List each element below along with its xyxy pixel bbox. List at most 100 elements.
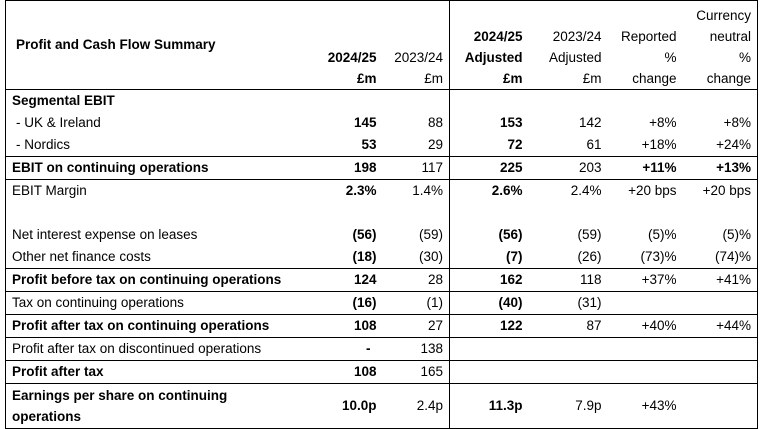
row-label: - Nordics (5, 134, 303, 157)
row-label: Other net finance costs (5, 246, 303, 269)
cell-value (529, 90, 608, 113)
cell-value: 138 (382, 337, 450, 361)
table-row: Profit after tax on discontinued operati… (5, 337, 758, 361)
cell-value: 72 (449, 134, 529, 157)
cell-value: 108 (302, 360, 383, 384)
cell-value: +20 bps (682, 179, 758, 202)
column-header-line: neutral (709, 29, 751, 44)
cell-value: +11% (607, 156, 683, 180)
column-header-line: Adjusted (464, 50, 523, 65)
row-label: Profit after tax (5, 360, 303, 384)
cell-value: +20 bps (628, 183, 677, 198)
table-row: Other net finance costs (18) (30) (7) (26) (7… (5, 246, 758, 269)
column-header-line: 2023/24 (552, 29, 602, 44)
cell-value: +8% (649, 115, 677, 130)
cell-value (608, 202, 683, 224)
table-row: Tax on continuing operations (16) (1) (40)(… (5, 291, 758, 315)
row-label: Profit before tax on continuing operatio… (5, 268, 303, 292)
cell-value: (7) (449, 246, 529, 269)
cell-value: (74)% (682, 246, 758, 269)
table-row: Net interest expense on leases (56) (59) (5… (5, 224, 758, 246)
column-header-line: 2023/24 (394, 50, 443, 65)
cell-value: 87 (528, 314, 608, 338)
cell-value: +13% (682, 156, 758, 180)
cell-value (449, 360, 529, 384)
table-row: Profit before tax on continuing operatio… (5, 268, 758, 292)
column-header-line: 2024/25 (327, 50, 377, 65)
cell-value: 165 (382, 360, 450, 384)
cell-value: 225 (449, 156, 529, 180)
cell-value (607, 360, 683, 384)
column-header: 2023/24 Adjusted £m (528, 0, 608, 90)
cell-value: (5)% (682, 224, 758, 246)
column-header-line: % (738, 50, 751, 65)
cell-value: 2.4p (382, 383, 450, 429)
cell-value: (30) (382, 246, 450, 269)
cell-value: +37% (607, 268, 683, 292)
cell-value (529, 202, 608, 224)
cell-value (303, 90, 383, 113)
column-header-line: Currency (696, 8, 751, 23)
cell-value: 7.9p (528, 383, 608, 429)
cell-value: +44% (682, 314, 758, 338)
cell-value (449, 337, 529, 361)
cell-value (682, 360, 758, 384)
cell-value: 2.4% (570, 183, 602, 198)
header-row: Profit and Cash Flow Summary 2024/25 £m 2… (5, 0, 758, 90)
column-header-line: £m (424, 71, 443, 86)
column-header-line: 2024/25 (473, 29, 523, 44)
table-row: Profit after tax 108 165 (5, 360, 758, 384)
cell-value: (59) (577, 227, 602, 242)
row-label: Profit after tax on discontinued operati… (5, 337, 303, 361)
cell-value: 2.3% (345, 183, 377, 198)
column-header: Currency neutral% change (682, 0, 758, 90)
cell-value: (31) (528, 291, 608, 315)
column-header-line: change (706, 71, 751, 86)
cell-value: (26) (528, 246, 608, 269)
cell-value: 124 (302, 268, 383, 292)
row-label: Segmental EBIT (5, 89, 303, 112)
cell-value: 203 (528, 156, 608, 180)
cell-value: 28 (382, 268, 450, 292)
cell-value (608, 90, 683, 113)
row-label: - UK & Ireland (5, 112, 303, 134)
cell-value: +40% (607, 314, 683, 338)
cell-value: (1) (382, 291, 450, 315)
cell-value: 88 (427, 115, 443, 130)
cell-value: 142 (578, 115, 602, 130)
cell-value: +24% (682, 134, 758, 157)
cell-value: (18) (302, 246, 383, 269)
cell-value: 10.0p (302, 383, 383, 429)
cell-value (682, 383, 758, 429)
cell-value: 108 (302, 314, 383, 338)
cell-value: 27 (382, 314, 450, 338)
table-row: Profit after tax on continuing operation… (5, 314, 758, 338)
cell-value: +41% (682, 268, 758, 292)
row-label: Earnings per share on continuing operati… (5, 383, 303, 429)
cell-value: 1.4% (412, 183, 443, 198)
cell-value: 117 (382, 156, 450, 180)
table-row: - Nordics 53 29 72 61 +18% +24% (5, 134, 758, 157)
row-label: Net interest expense on leases (5, 224, 303, 246)
table-row: Earnings per share on continuing operati… (5, 383, 758, 429)
cell-value: 162 (449, 268, 529, 292)
cell-value (383, 90, 450, 113)
cell-value: (56) (352, 227, 377, 242)
cell-value: 153 (449, 112, 529, 134)
cell-value (528, 360, 608, 384)
table-row: EBIT on continuing operations 198 117 225 20… (5, 156, 758, 180)
cell-value: +43% (607, 383, 683, 429)
cell-value (449, 89, 529, 112)
table-row (5, 202, 758, 224)
row-label: Tax on continuing operations (5, 291, 303, 315)
cell-value: +8% (682, 112, 758, 134)
column-header: 2023/24 £m (382, 0, 450, 90)
cell-value: 11.3p (449, 383, 529, 429)
cell-value: (5)% (647, 227, 677, 242)
column-header: 2024/25 Adjusted £m (449, 0, 529, 90)
row-label: EBIT on continuing operations (5, 156, 303, 180)
column-header-line: % (664, 50, 677, 65)
cell-value (682, 202, 758, 224)
cell-value: (16) (302, 291, 383, 315)
cell-value (528, 337, 608, 361)
